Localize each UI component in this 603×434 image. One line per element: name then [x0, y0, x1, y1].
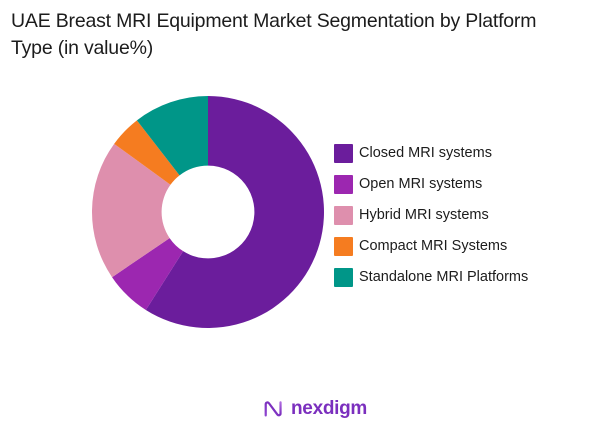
legend-swatch-icon: [334, 205, 353, 225]
donut-chart-svg: [92, 96, 325, 328]
legend-item-label: Standalone MRI Platforms: [359, 268, 529, 285]
legend-item[interactable]: Closed MRI systems: [334, 143, 589, 163]
legend-item[interactable]: Standalone MRI Platforms: [334, 267, 589, 287]
nexdigm-n-mark-icon: [264, 401, 282, 417]
legend-item[interactable]: Open MRI systems: [334, 174, 589, 194]
brand-logo: nexdigm: [261, 396, 367, 422]
donut-slice[interactable]: [114, 120, 180, 185]
donut-chart: [88, 92, 328, 332]
brand-logo-text: nexdigm: [291, 398, 368, 419]
legend-swatch-icon: [334, 267, 353, 287]
legend-item-label: Hybrid MRI systems: [359, 206, 489, 223]
donut-slice[interactable]: [136, 96, 208, 176]
legend-swatch-icon: [334, 143, 353, 163]
legend-item[interactable]: Compact MRI Systems: [334, 236, 589, 256]
legend-item-label: Compact MRI Systems: [359, 237, 508, 254]
legend-item[interactable]: Hybrid MRI systems: [334, 205, 589, 225]
donut-slice[interactable]: [92, 143, 171, 278]
donut-slice-group: [92, 96, 325, 328]
legend-item-label: Open MRI systems: [359, 175, 483, 192]
donut-slice[interactable]: [112, 238, 184, 310]
chart-legend: Closed MRI systems Open MRI systems Hybr…: [334, 143, 589, 298]
donut-slice[interactable]: [145, 96, 325, 328]
page-title: UAE Breast MRI Equipment Market Segmenta…: [11, 10, 537, 59]
legend-swatch-icon: [334, 174, 353, 194]
legend-item-label: Closed MRI systems: [359, 144, 492, 161]
legend-swatch-icon: [334, 236, 353, 256]
